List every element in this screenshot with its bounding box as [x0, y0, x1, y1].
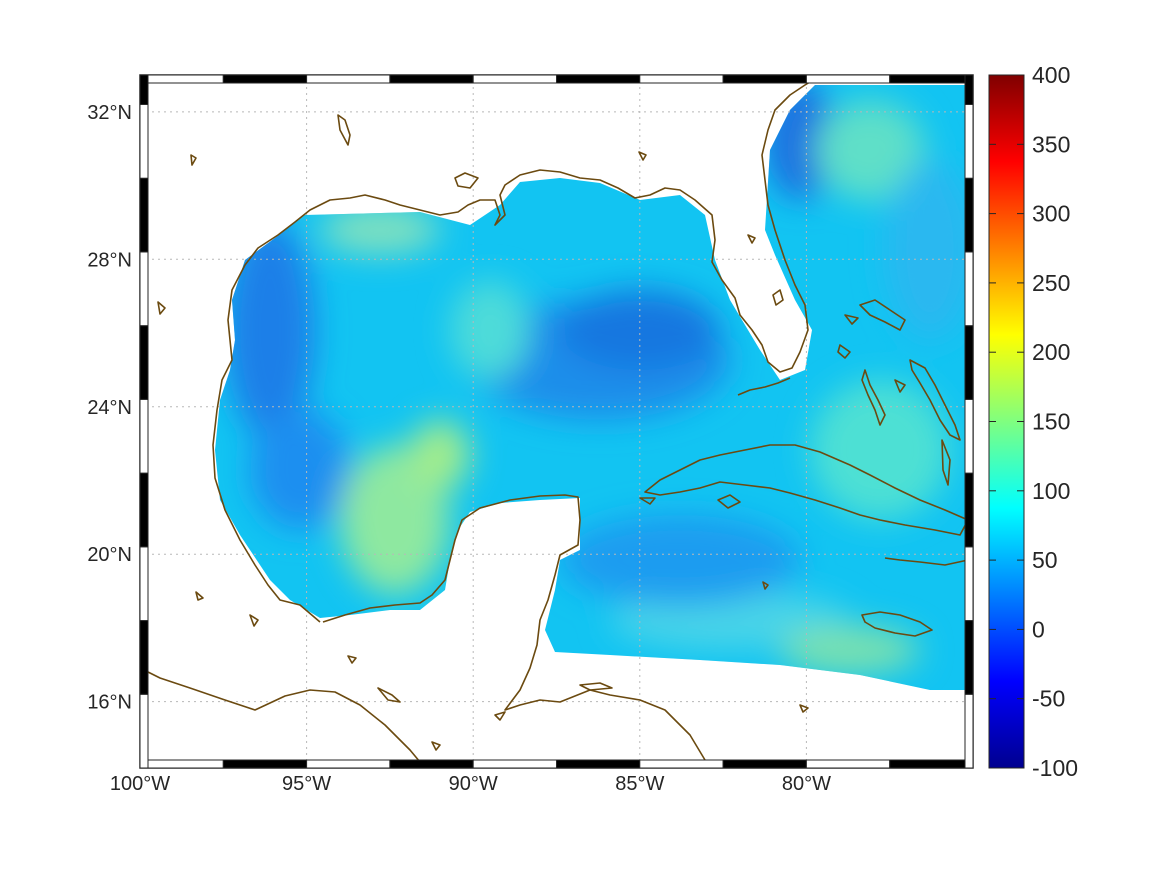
frame-segment-right	[964, 546, 974, 622]
frame-segment-bottom	[389, 759, 474, 769]
y-tick-label: 24°N	[87, 397, 132, 419]
y-tick-label: 20°N	[87, 544, 132, 566]
y-tick-labels: 32°N 28°N 24°N 20°N 16°N	[87, 102, 132, 714]
frame-segment-right	[964, 103, 974, 179]
graticule	[140, 75, 973, 768]
x-tick-label: 90°W	[449, 773, 498, 795]
colorbar-tick-label: 100	[1032, 478, 1070, 504]
frame-segment-left	[139, 103, 149, 179]
frame-segment-top	[556, 74, 641, 84]
colorbar-tick-label: 250	[1032, 270, 1070, 296]
colorbar-tick-label: 0	[1032, 616, 1045, 642]
colorbar-tick-label: 400	[1032, 62, 1070, 88]
x-tick-labels: 100°W 95°W 90°W 85°W 80°W	[110, 773, 831, 795]
frame-segment-left	[139, 546, 149, 622]
frame-segment-left	[139, 177, 149, 253]
frame-segment-bottom	[889, 759, 974, 769]
y-tick-label: 32°N	[87, 102, 132, 124]
frame-segment-bottom	[722, 759, 807, 769]
frame-segment-right	[964, 325, 974, 400]
frame-segment-top	[306, 74, 391, 84]
x-tick-label: 85°W	[615, 773, 664, 795]
frame-segment-left	[139, 74, 149, 105]
colorbar-tick-label: 200	[1032, 339, 1070, 365]
frame-segment-top	[389, 74, 474, 84]
frame-segment-right	[964, 74, 974, 105]
frame-segment-left	[139, 251, 149, 327]
frame-segment-bottom	[139, 759, 224, 769]
frame-segment-left	[139, 325, 149, 400]
colorbar-ticks: 400 350 300 250 200 150 100 50 0 -50 -100	[989, 62, 1078, 781]
colorbar-tick-label: -100	[1032, 755, 1078, 781]
frame-segment-left	[139, 472, 149, 548]
y-tick-label: 16°N	[87, 692, 132, 714]
frame-segment-left	[139, 620, 149, 695]
frame-segment-top	[222, 74, 308, 84]
x-tick-label: 80°W	[782, 773, 831, 795]
coastline	[139, 75, 969, 769]
frame-segment-bottom	[556, 759, 641, 769]
frame-segment-bottom	[306, 759, 391, 769]
frame-segment-left	[139, 693, 149, 769]
colorbar-tick-label: 50	[1032, 547, 1058, 573]
frame-segment-top	[889, 74, 974, 84]
frame-segment-right	[964, 693, 974, 769]
frame-segment-top	[472, 74, 558, 84]
x-tick-label: 95°W	[282, 773, 331, 795]
frame-segment-bottom	[805, 759, 891, 769]
colorbar-tick-label: -50	[1032, 686, 1065, 712]
colorbar-tick-label: 150	[1032, 409, 1070, 435]
colorbar: 400 350 300 250 200 150 100 50 0 -50 -100	[988, 62, 1078, 781]
frame-segment-bottom	[472, 759, 558, 769]
frame-segment-top	[805, 74, 891, 84]
frame-segment-bottom	[222, 759, 308, 769]
colorbar-tick-label: 350	[1032, 131, 1070, 157]
frame-segment-top	[139, 74, 224, 84]
frame-segment-right	[964, 177, 974, 253]
frame-segment-right	[964, 472, 974, 548]
frame-checker	[139, 74, 974, 769]
frame-segment-right	[964, 620, 974, 695]
colorbar-tick-label: 300	[1032, 201, 1070, 227]
frame-segment-bottom	[639, 759, 724, 769]
frame-segment-right	[964, 398, 974, 474]
frame-segment-right	[964, 251, 974, 327]
y-tick-label: 28°N	[87, 249, 132, 271]
frame-segment-top	[722, 74, 807, 84]
x-tick-label: 100°W	[110, 773, 170, 795]
frame-segment-left	[139, 398, 149, 474]
frame-segment-top	[639, 74, 724, 84]
